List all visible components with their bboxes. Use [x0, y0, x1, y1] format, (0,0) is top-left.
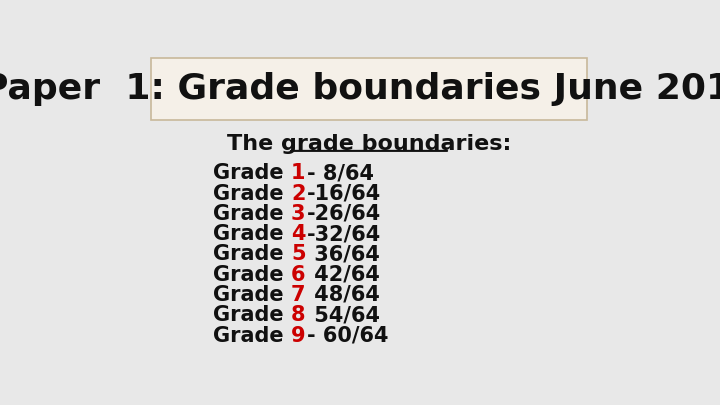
Text: 7: 7 — [291, 285, 305, 305]
Text: Grade: Grade — [213, 285, 291, 305]
Text: Grade: Grade — [213, 265, 291, 285]
Text: 4: 4 — [291, 224, 305, 244]
Text: Grade: Grade — [213, 224, 291, 244]
Text: 5: 5 — [291, 245, 305, 264]
Text: Grade: Grade — [213, 204, 291, 224]
Text: 6: 6 — [291, 265, 305, 285]
Text: Grade: Grade — [213, 245, 291, 264]
Text: 36/64: 36/64 — [307, 245, 379, 264]
Text: Grade: Grade — [213, 183, 291, 204]
Text: Paper  1: Grade boundaries June 2016: Paper 1: Grade boundaries June 2016 — [0, 72, 720, 106]
Text: 42/64: 42/64 — [307, 265, 379, 285]
Text: The grade boundaries:: The grade boundaries: — [227, 134, 511, 154]
Text: 8: 8 — [291, 305, 305, 325]
Text: Grade: Grade — [213, 326, 291, 345]
Text: Grade: Grade — [213, 163, 291, 183]
Text: 9: 9 — [291, 326, 305, 345]
Text: 3: 3 — [291, 204, 305, 224]
Text: -32/64: -32/64 — [307, 224, 381, 244]
Text: - 60/64: - 60/64 — [307, 326, 388, 345]
Text: 2: 2 — [291, 183, 305, 204]
Text: -16/64: -16/64 — [307, 183, 381, 204]
Text: Grade: Grade — [213, 305, 291, 325]
Text: 48/64: 48/64 — [307, 285, 379, 305]
Text: -26/64: -26/64 — [307, 204, 381, 224]
Text: - 8/64: - 8/64 — [307, 163, 374, 183]
FancyBboxPatch shape — [151, 58, 587, 120]
Text: 54/64: 54/64 — [307, 305, 379, 325]
Text: 1: 1 — [291, 163, 305, 183]
